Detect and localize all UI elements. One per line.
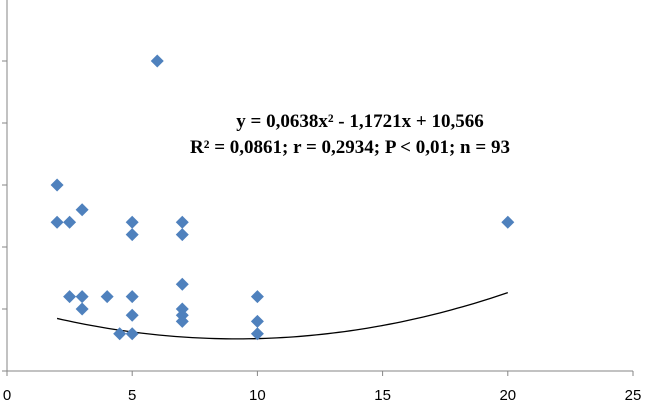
x-tick-label: 5 xyxy=(128,387,136,404)
data-point xyxy=(501,215,515,229)
data-point xyxy=(175,277,189,291)
x-axis: 0 5 10 15 20 25 xyxy=(3,370,642,404)
data-point xyxy=(75,290,89,304)
data-point xyxy=(250,314,264,328)
data-point xyxy=(150,54,164,68)
data-point xyxy=(175,215,189,229)
trendline-equation: y = 0,0638x² - 1,1721x + 10,566 xyxy=(236,111,483,132)
data-point xyxy=(125,308,139,322)
x-tick-label: 10 xyxy=(249,387,266,404)
data-point xyxy=(125,215,139,229)
data-point xyxy=(63,290,77,304)
data-point xyxy=(50,215,64,229)
data-point xyxy=(250,290,264,304)
y-axis xyxy=(2,0,8,372)
x-tick-label: 15 xyxy=(374,387,391,404)
data-point xyxy=(63,215,77,229)
data-point xyxy=(125,327,139,341)
polynomial-trendline xyxy=(56,291,509,340)
x-tick-label: 25 xyxy=(625,387,642,404)
data-point xyxy=(125,228,139,242)
x-tick-label: 20 xyxy=(499,387,516,404)
data-point xyxy=(75,302,89,316)
data-point xyxy=(175,228,189,242)
data-point xyxy=(175,314,189,328)
data-point xyxy=(100,290,114,304)
data-points xyxy=(50,54,515,341)
x-tick-label: 0 xyxy=(3,387,11,404)
data-point xyxy=(125,290,139,304)
data-point xyxy=(75,203,89,217)
data-point xyxy=(113,327,127,341)
trendline-statistics: R² = 0,0861; r = 0,2934; P < 0,01; n = 9… xyxy=(190,137,510,158)
data-point xyxy=(250,327,264,341)
data-point xyxy=(50,178,64,192)
